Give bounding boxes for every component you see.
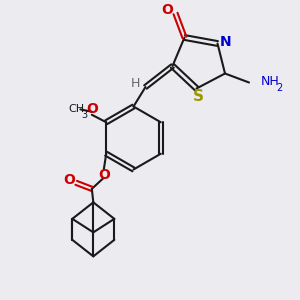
Text: O: O	[64, 173, 76, 187]
Text: NH: NH	[260, 75, 279, 88]
Text: 3: 3	[82, 110, 88, 120]
Text: O: O	[98, 168, 110, 182]
Text: O: O	[86, 102, 98, 116]
Text: 2: 2	[276, 83, 282, 93]
Text: S: S	[193, 89, 203, 104]
Text: CH: CH	[68, 104, 84, 114]
Text: N: N	[220, 35, 232, 49]
Text: O: O	[161, 3, 173, 17]
Text: H: H	[131, 77, 141, 90]
